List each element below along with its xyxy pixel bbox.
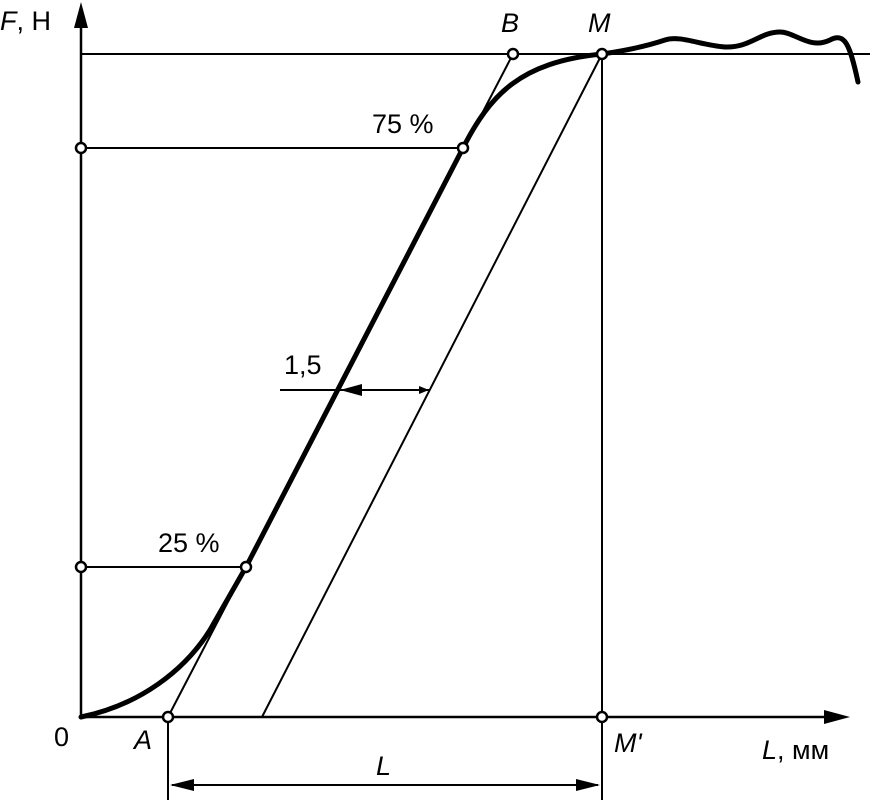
dimension-arrowhead-left	[170, 779, 194, 791]
point-m	[595, 47, 609, 61]
label-a: A	[132, 725, 152, 755]
x-axis-label-var: L	[762, 735, 777, 765]
force-curve	[78, 29, 861, 720]
label-m-prime: M'	[614, 728, 642, 758]
point-a	[161, 710, 175, 724]
label-offset: 1,5	[284, 350, 322, 380]
offset-arrowhead-left	[340, 384, 362, 396]
x-axis-label-unit: , мм	[777, 735, 829, 765]
y-axis-label-unit: , Н	[17, 6, 52, 36]
label-m: M	[588, 8, 611, 38]
label-dimension-l: L	[376, 751, 391, 781]
point-b	[506, 47, 520, 61]
label-b: B	[501, 8, 519, 38]
dimension-arrowhead-right	[576, 779, 600, 791]
point-y-25	[74, 560, 88, 574]
point-25	[239, 560, 253, 574]
y-axis-label-var: F	[0, 6, 18, 36]
x-axis-arrowhead	[824, 710, 850, 724]
y-axis-label: F, Н	[0, 6, 51, 36]
y-axis-arrowhead	[74, 2, 88, 28]
label-75-percent: 75 %	[372, 109, 434, 139]
point-y-75	[74, 141, 88, 155]
parallel-line-through-m	[261, 53, 603, 718]
point-m-prime	[595, 710, 609, 724]
x-axis-label: L, мм	[762, 735, 829, 765]
label-25-percent: 25 %	[158, 528, 220, 558]
point-75	[456, 141, 470, 155]
origin-label: 0	[54, 722, 69, 752]
